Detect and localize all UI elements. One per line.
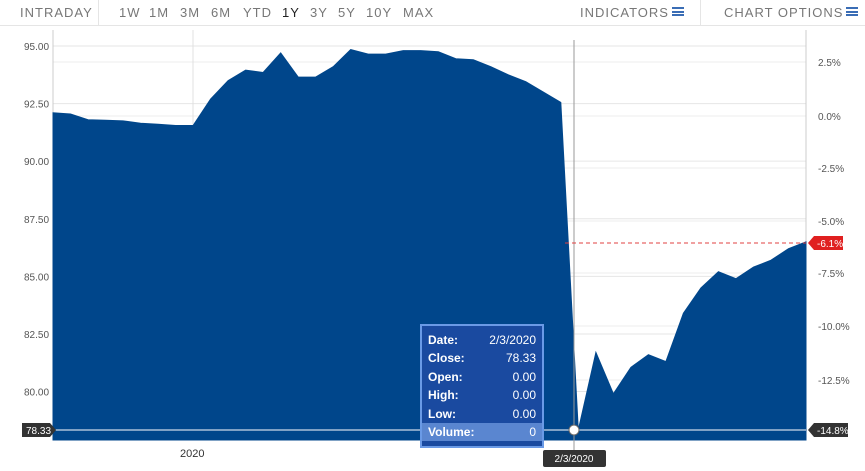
crosshair-marker <box>568 424 580 436</box>
range-1y-button[interactable]: 1Y <box>282 5 300 20</box>
tooltip-label: Close: <box>428 351 465 366</box>
tooltip-row: Volume: 0 <box>422 422 542 442</box>
price-area <box>52 48 807 441</box>
y-tick-label: 95.00 <box>24 42 49 53</box>
tooltip-value: 2/3/2020 <box>489 333 536 347</box>
y-tick-label: 92.50 <box>24 100 49 111</box>
range-3m-button[interactable]: 3M <box>180 5 201 20</box>
toolbar-divider <box>98 0 99 26</box>
y2-tick-label: -10.0% <box>818 322 850 333</box>
tooltip-row: Date: 2/3/2020 <box>428 331 536 349</box>
chart-toolbar: INTRADAY 1W 1M 3M 6M YTD 1Y 3Y 5Y 10Y MA… <box>0 0 865 26</box>
y2-tick-label: 0.0% <box>818 112 841 123</box>
tooltip-row: High: 0.00 <box>428 386 536 404</box>
data-tooltip: Date: 2/3/2020 Close: 78.33 Open: 0.00 High… <box>420 324 544 448</box>
range-1w-button[interactable]: 1W <box>119 5 141 20</box>
change-label-bg <box>808 423 848 437</box>
indicators-label: INDICATORS <box>580 5 669 20</box>
crosshair-change-label: -14.8% <box>817 426 849 437</box>
x-crosshair-label: 2/3/2020 <box>555 454 594 465</box>
last-change-badge-bg <box>808 236 843 250</box>
tooltip-row: Open: 0.00 <box>428 368 536 386</box>
tooltip-row: Low: 0.00 <box>428 405 536 423</box>
intraday-button[interactable]: INTRADAY <box>20 5 93 20</box>
tooltip-label: High: <box>428 388 459 403</box>
tooltip-value: 78.33 <box>505 351 536 366</box>
indicators-button[interactable]: INDICATORS <box>580 5 684 20</box>
y2-tick-label: -2.5% <box>818 164 844 175</box>
range-5y-button[interactable]: 5Y <box>338 5 356 20</box>
y-tick-label: 82.50 <box>24 330 49 341</box>
y2-tick-label: -5.0% <box>818 217 844 228</box>
last-change-label: -6.1% <box>817 239 843 250</box>
hamburger-icon <box>671 7 684 16</box>
range-ytd-button[interactable]: YTD <box>243 5 272 20</box>
tooltip-label: Volume: <box>428 424 475 439</box>
crosshair-value-label: 78.33 <box>26 426 51 437</box>
chart-options-button[interactable]: CHART OPTIONS <box>724 5 859 20</box>
y-tick-label: 85.00 <box>24 272 49 283</box>
hamburger-icon <box>846 7 859 16</box>
x-tick-label: 2020 <box>180 448 204 460</box>
y-tick-label: 80.00 <box>24 388 49 399</box>
value-label-bg <box>22 423 56 437</box>
tooltip-label: Date: <box>428 333 459 347</box>
x-crosshair-label-bg <box>543 450 606 467</box>
y2-tick-label: -12.5% <box>818 376 850 387</box>
tooltip-value: 0.00 <box>512 388 536 403</box>
range-6m-button[interactable]: 6M <box>211 5 232 20</box>
y2-tick-label: -7.5% <box>818 269 844 280</box>
y-tick-label: 90.00 <box>24 157 49 168</box>
tooltip-row: Close: 78.33 <box>428 349 536 367</box>
y2-tick-label: 2.5% <box>818 58 841 69</box>
tooltip-label: Low: <box>428 406 456 421</box>
y-tick-label: 87.50 <box>24 215 49 226</box>
chart-options-label: CHART OPTIONS <box>724 5 844 20</box>
range-1m-button[interactable]: 1M <box>149 5 170 20</box>
toolbar-divider <box>700 0 701 26</box>
range-10y-button[interactable]: 10Y <box>366 5 393 20</box>
range-max-button[interactable]: MAX <box>403 5 435 20</box>
tooltip-value: 0.00 <box>512 369 536 384</box>
tooltip-label: Open: <box>428 369 463 384</box>
tooltip-value: 0.00 <box>512 406 536 421</box>
tooltip-value: 0 <box>529 424 536 439</box>
range-3y-button[interactable]: 3Y <box>310 5 328 20</box>
